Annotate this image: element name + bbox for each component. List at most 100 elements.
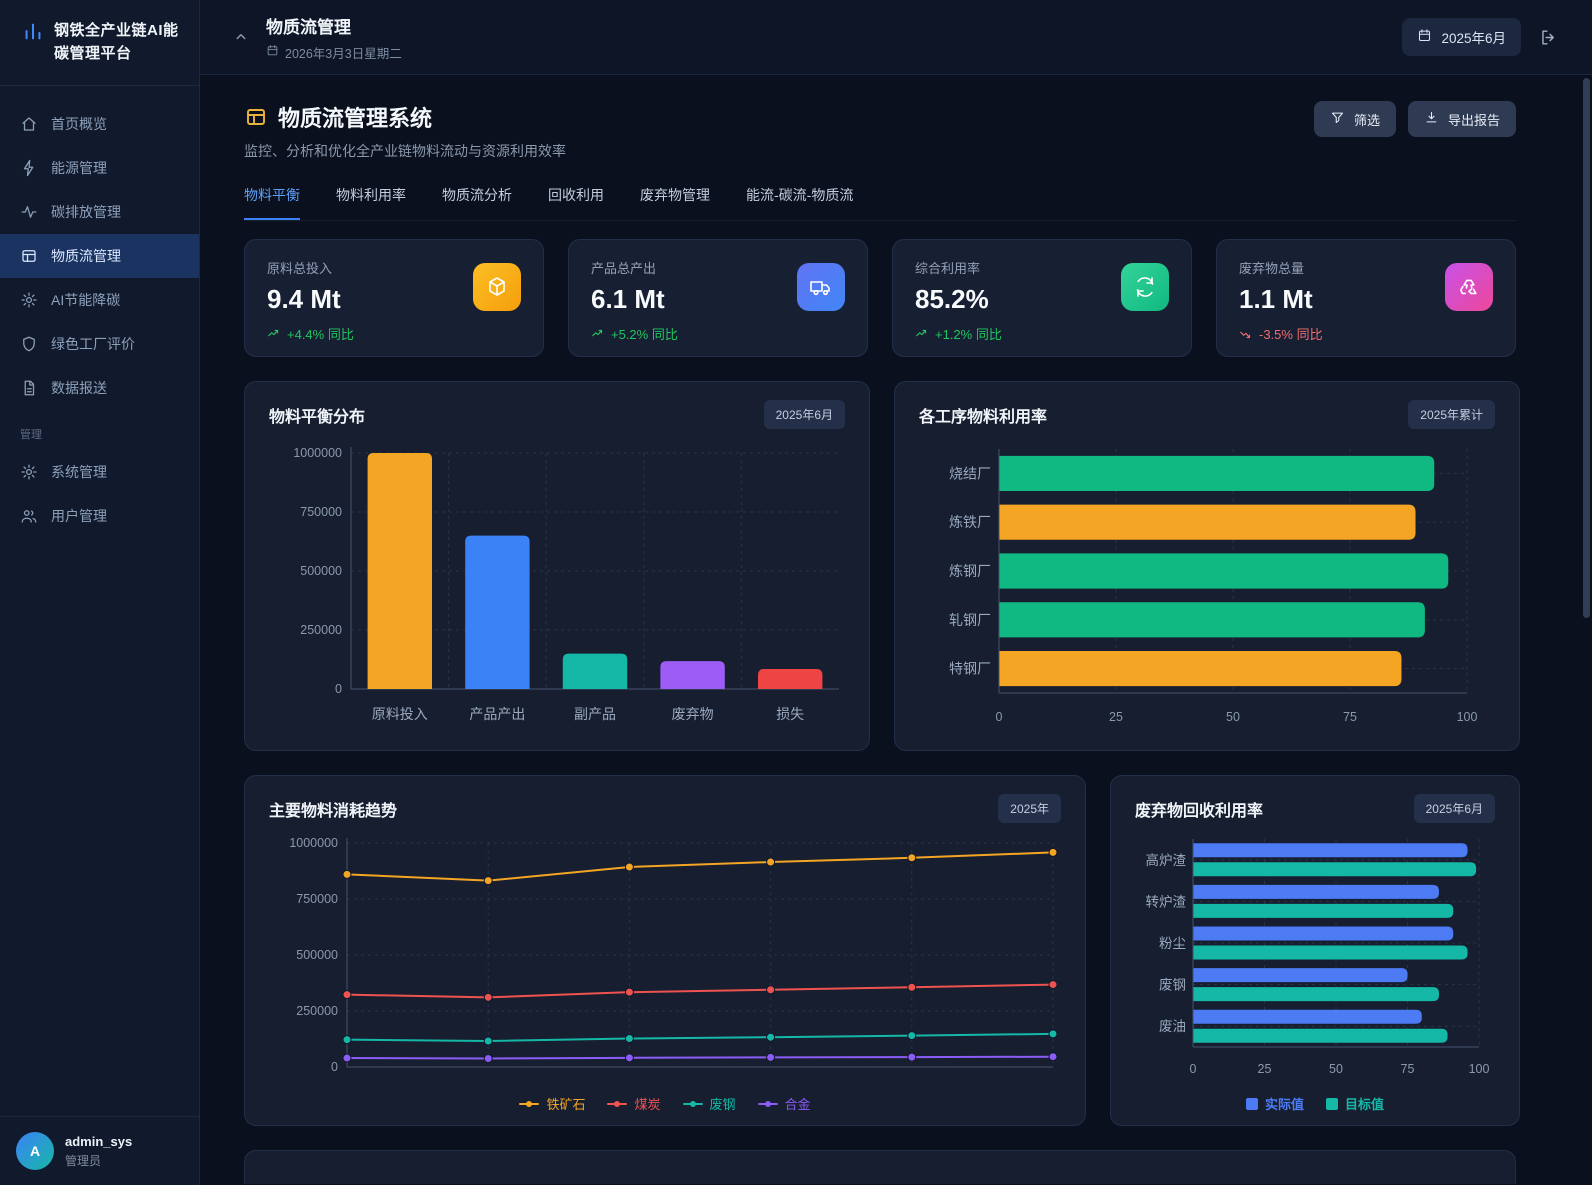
file-text-icon <box>24 380 35 396</box>
sidebar-item-数据报送[interactable]: 数据报送 <box>0 366 199 410</box>
period-label: 2025年6月 <box>1441 31 1506 46</box>
truck-icon <box>810 281 830 296</box>
top-header: 物质流管理 2026年3月3日星期二 2025年6月 <box>200 0 1592 75</box>
chart-card-material-balance: 物料平衡分布 2025年6月 0 250000 500000 750000 100000… <box>244 381 870 751</box>
svg-text:25: 25 <box>1109 710 1123 724</box>
tab-物质流分析[interactable]: 物质流分析 <box>442 187 512 203</box>
sidebar-item-碳排放管理[interactable]: 碳排放管理 <box>0 190 199 234</box>
calendar-icon <box>1419 29 1431 42</box>
legend-item-实际值[interactable]: 实际值 <box>1245 1094 1304 1113</box>
calendar-icon-slot <box>1417 28 1432 46</box>
sidebar-item-能源管理[interactable]: 能源管理 <box>0 146 199 190</box>
sidebar-item-用户管理[interactable]: 用户管理 <box>0 494 199 538</box>
tab-能流-碳流-物质流[interactable]: 能流-碳流-物质流 <box>746 187 854 203</box>
logout-button[interactable] <box>1539 28 1558 47</box>
legend-marker-icon <box>519 1100 540 1107</box>
chevron-up-icon <box>236 34 246 40</box>
trend-down-icon <box>1240 331 1251 338</box>
kpi-text: 综合利用率 85.2% +1.2% 同比 <box>915 258 1002 342</box>
scrollbar <box>1583 0 1590 1185</box>
data-point <box>907 982 917 992</box>
bar-轧钢厂 <box>999 602 1425 638</box>
kpi-card-综合利用率: 综合利用率 85.2% +1.2% 同比 <box>892 239 1192 357</box>
collapse-sidebar-button[interactable] <box>232 28 250 46</box>
sidebar-menu: 首页概览 能源管理 碳排放管理 物质流管理 AI节能降碳绿色工厂评价数据报送管理系统管理… <box>0 86 199 1116</box>
kpi-delta: -3.5% 同比 <box>1239 324 1323 343</box>
svg-text:100: 100 <box>1457 710 1478 724</box>
page-head: 物质流管理系统 监控、分析和优化全产业链物料流动与资源利用效率 筛选 导出报告 <box>244 101 1516 161</box>
legend-item-废钢[interactable]: 废钢 <box>682 1094 736 1113</box>
tab-物料平衡[interactable]: 物料平衡 <box>244 185 300 220</box>
legend-item-煤炭[interactable]: 煤炭 <box>607 1094 661 1113</box>
chart-period-badge: 2025年6月 <box>763 400 845 429</box>
sidebar-item-绿色工厂评价[interactable]: 绿色工厂评价 <box>0 322 199 366</box>
user-panel[interactable]: A admin_sys 管理员 <box>0 1116 199 1185</box>
scrollbar-thumb[interactable] <box>1583 78 1590 618</box>
svg-text:250000: 250000 <box>300 623 342 637</box>
legend-item-合金[interactable]: 合金 <box>757 1094 811 1113</box>
svg-text:0: 0 <box>1190 1062 1197 1076</box>
sidebar-item-AI节能降碳[interactable]: AI节能降碳 <box>0 278 199 322</box>
calendar-icon <box>267 45 278 56</box>
consumption-trend-chart: 0 250000 500000 750000 1000000 <box>269 831 1061 1088</box>
sidebar: 钢铁全产业链AI能碳管理平台 首页概览 能源管理 碳排放管理 物质流管理 AI节能降碳绿… <box>0 0 200 1185</box>
logo-icon-slot <box>22 20 44 47</box>
header-date-text: 2026年3月3日星期二 <box>285 46 402 61</box>
chart-card-consumption-trend: 主要物料消耗趋势 2025年 0 250000 500000 750000 100000… <box>244 775 1086 1126</box>
sidebar-section-label: 管理 <box>20 429 42 441</box>
chart-title: 各工序物料利用率 <box>919 408 1048 426</box>
kpi-value: 6.1 Mt <box>591 284 665 314</box>
legend-label: 铁矿石 <box>546 1097 586 1112</box>
data-point <box>907 1031 917 1041</box>
bar-炼钢厂 <box>999 553 1449 589</box>
kpi-value: 9.4 Mt <box>267 284 341 314</box>
legend-item-目标值[interactable]: 目标值 <box>1326 1094 1384 1113</box>
legend-label: 目标值 <box>1345 1097 1385 1112</box>
series-line-铁矿石 <box>346 851 1054 882</box>
sidebar-item-首页概览[interactable]: 首页概览 <box>0 102 199 146</box>
chart-period-badge: 2025年累计 <box>1408 400 1495 429</box>
waste-recycling-chart: 0 25 50 75 100 高炉渣 转炉渣 粉尘 废钢 废油 <box>1135 831 1495 1088</box>
tab-物料利用率[interactable]: 物料利用率 <box>336 187 406 203</box>
tab-回收利用[interactable]: 回收利用 <box>548 187 604 203</box>
layout-icon <box>22 250 36 262</box>
svg-text:750000: 750000 <box>300 505 342 519</box>
app-logo: 钢铁全产业链AI能碳管理平台 <box>0 0 199 86</box>
bar-炼铁厂 <box>999 504 1416 540</box>
data-point <box>766 1052 776 1062</box>
page-content: 物质流管理系统 监控、分析和优化全产业链物料流动与资源利用效率 筛选 导出报告 … <box>200 75 1592 1185</box>
kpi-card-废弃物总量: 废弃物总量 1.1 Mt -3.5% 同比 <box>1216 239 1516 357</box>
sidebar-item-系统管理[interactable]: 系统管理 <box>0 450 199 494</box>
refresh-icon <box>1136 277 1154 297</box>
bar-副产品 <box>562 653 628 689</box>
chart-row-1: 物料平衡分布 2025年6月 0 250000 500000 750000 100000… <box>244 381 1520 751</box>
legend-label: 合金 <box>784 1097 811 1112</box>
legend-marker-icon <box>757 1100 778 1107</box>
data-point <box>766 857 776 867</box>
svg-text:0: 0 <box>331 1060 338 1074</box>
user-name: admin_sys <box>65 1133 133 1149</box>
avatar: A <box>16 1132 54 1170</box>
period-selector[interactable]: 2025年6月 <box>1402 18 1521 56</box>
kpi-text: 废弃物总量 1.1 Mt -3.5% 同比 <box>1239 258 1323 342</box>
tab-废弃物管理[interactable]: 废弃物管理 <box>640 187 710 203</box>
filter-button[interactable]: 筛选 <box>1313 101 1396 137</box>
svg-text:原料投入: 原料投入 <box>372 706 428 722</box>
data-point <box>483 992 493 1002</box>
legend-item-铁矿石[interactable]: 铁矿石 <box>519 1094 585 1113</box>
logout-icon <box>1542 29 1554 45</box>
kpi-delta: +1.2% 同比 <box>915 324 1002 343</box>
sidebar-item-label: 绿色工厂评价 <box>51 336 135 352</box>
svg-text:500000: 500000 <box>300 564 342 578</box>
header-date: 2026年3月3日星期二 <box>266 43 402 62</box>
data-point <box>483 876 493 886</box>
svg-text:高炉渣: 高炉渣 <box>1146 852 1187 868</box>
export-report-button[interactable]: 导出报告 <box>1407 101 1516 137</box>
kpi-label: 原料总投入 <box>267 261 333 276</box>
kpi-text: 原料总投入 9.4 Mt +4.4% 同比 <box>267 258 354 342</box>
sidebar-item-物质流管理[interactable]: 物质流管理 <box>0 234 199 278</box>
bar-原料投入 <box>367 453 433 689</box>
data-point <box>1048 980 1058 990</box>
svg-text:炼铁厂: 炼铁厂 <box>949 514 991 530</box>
